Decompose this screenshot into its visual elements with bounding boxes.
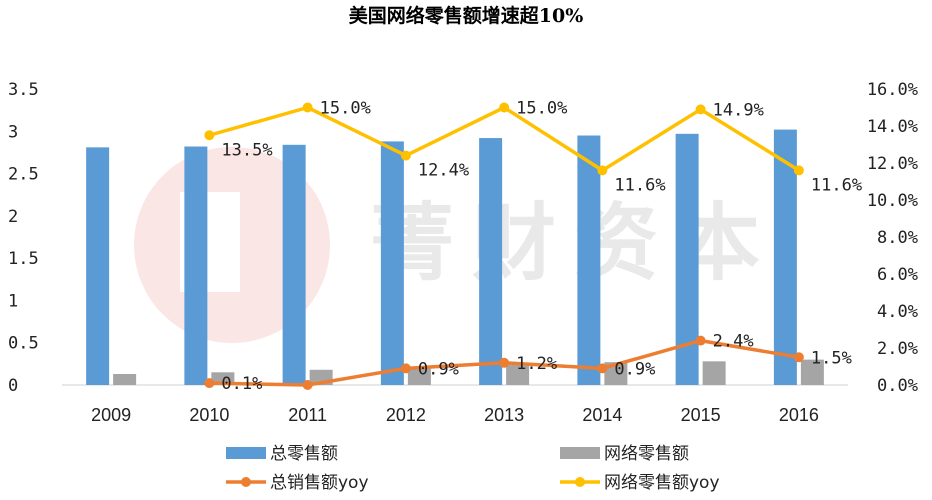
point-total-sales-yoy [695,335,706,346]
point-online-retail-yoy [302,102,313,113]
left-tick-label: 2 [8,207,18,227]
x-tick-label: 2011 [288,405,327,425]
right-tick-label: 16.0% [867,80,918,100]
bar-total-retail [380,141,404,385]
point-online-retail-yoy [793,165,804,176]
legend-swatch [226,447,266,459]
bar-total-retail [675,133,699,385]
watermark: 菁财资本 [134,147,778,343]
legend-label: 总销售额yoy [270,473,369,493]
x-tick-label: 2016 [779,405,819,425]
data-label-total-sales-yoy: 0.1% [221,374,262,394]
watermark-text: 菁财资本 [370,194,778,292]
data-label-total-sales-yoy: 0.9% [614,359,655,379]
data-label-online-retail-yoy: 11.6% [811,175,862,195]
data-label-online-retail-yoy: 11.6% [614,175,665,195]
right-tick-label: 8.0% [877,228,918,248]
point-online-retail-yoy [204,130,215,141]
left-tick-label: 2.5 [8,165,39,185]
legend-swatch [560,447,600,459]
x-tick-label: 2015 [681,405,721,425]
bar-online-retail [506,364,530,385]
point-total-sales-yoy [597,363,608,374]
point-total-sales-yoy [204,378,215,389]
right-tick-label: 2.0% [877,339,918,359]
right-tick-label: 10.0% [867,191,918,211]
bar-online-retail [702,361,726,385]
x-tick-label: 2010 [189,405,229,425]
right-tick-label: 14.0% [867,117,918,137]
bar-online-retail [113,374,137,385]
data-label-total-sales-yoy: 2.4% [713,332,754,352]
left-tick-label: 3 [8,122,18,142]
bar-total-retail [577,135,601,385]
data-label-online-retail-yoy: 15.0% [320,99,371,119]
left-tick-label: 0.5 [8,334,39,354]
data-label-online-retail-yoy: 15.0% [516,99,567,119]
legend-label: 网络零售额yoy [604,473,720,493]
right-tick-label: 4.0% [877,302,918,322]
x-tick-label: 2012 [386,405,426,425]
x-tick-label: 2009 [91,405,131,425]
data-label-online-retail-yoy: 13.5% [221,140,272,160]
bar-total-retail [184,146,208,385]
data-label-online-retail-yoy: 12.4% [418,161,469,181]
point-online-retail-yoy [499,102,510,113]
bar-total-retail [282,144,306,385]
legend-label: 总零售额 [270,444,338,464]
left-tick-label: 3.5 [8,80,39,100]
data-label-online-retail-yoy: 14.9% [713,100,764,120]
right-tick-label: 0.0% [877,376,918,396]
x-tick-label: 2013 [484,405,524,425]
bar-online-retail [800,359,824,385]
point-total-sales-yoy [499,357,510,368]
data-label-total-sales-yoy: 1.2% [516,354,557,374]
legend-label: 网络零售额 [604,444,689,464]
data-label-total-sales-yoy: 0.9% [418,359,459,379]
right-tick-label: 6.0% [877,265,918,285]
right-tick-label: 12.0% [867,154,918,174]
point-online-retail-yoy [400,150,411,161]
point-total-sales-yoy [793,352,804,363]
point-total-sales-yoy [400,363,411,374]
bar-online-retail [407,368,431,385]
point-total-sales-yoy [302,380,313,390]
chart-title: 美国网络零售额增速超10% [349,4,584,27]
bar-total-retail [86,147,110,385]
bar-series [86,129,824,385]
bar-total-retail [479,138,503,385]
legend-marker [241,477,251,487]
point-online-retail-yoy [597,165,608,176]
point-online-retail-yoy [695,104,706,115]
left-axis: 0 0.5 1 1.5 2 2.5 3 3.5 [8,80,39,396]
x-axis: 2009 2010 2011 2012 2013 2014 2015 2016 [91,405,819,425]
line-series: 0.1% 0.9% 1.2% 0.9% 2.4% 1.5% 13.5% 15.0% 12.4% 1… [204,99,862,394]
bar-total-retail [773,129,797,385]
right-axis: 0.0% 2.0% 4.0% 6.0% 8.0% 10.0% 12.0% 14.0% 16.0% [867,80,918,396]
left-tick-label: 1 [8,291,18,311]
left-tick-label: 1.5 [8,249,39,269]
left-tick-label: 0 [8,376,18,396]
x-tick-label: 2014 [582,405,622,425]
legend-marker [575,477,585,487]
data-label-total-sales-yoy: 1.5% [811,348,852,368]
